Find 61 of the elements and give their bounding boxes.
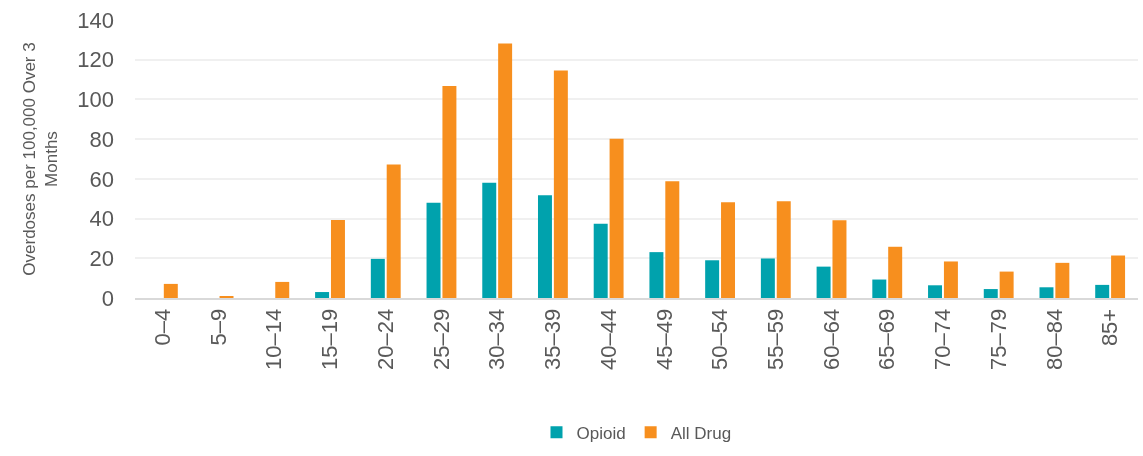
x-tick-label: 35–39	[540, 308, 566, 370]
bar	[593, 223, 608, 298]
y-tick-label: 140	[77, 7, 114, 33]
x-tick-label: 50–54	[707, 308, 733, 370]
bar	[1111, 255, 1126, 298]
x-tick-label: 20–24	[372, 308, 398, 370]
x-tick-label: 70–74	[930, 308, 956, 370]
bar	[760, 258, 775, 298]
bar	[315, 292, 330, 298]
x-tick-label: 25–29	[428, 308, 454, 370]
x-tick-label: 75–79	[985, 308, 1011, 370]
bar	[872, 279, 887, 298]
bar	[999, 271, 1014, 298]
bar	[705, 260, 720, 298]
y-tick-label: 100	[77, 87, 114, 113]
bar	[482, 182, 497, 298]
bar	[832, 220, 847, 298]
bar	[649, 252, 664, 298]
y-tick-label: 120	[77, 47, 114, 73]
y-axis-title: Overdoses per 100,000 Over 3 Months	[19, 42, 61, 276]
x-tick-label: 5–9	[205, 308, 231, 346]
bar	[386, 164, 401, 298]
bar	[776, 201, 791, 298]
bar	[1055, 262, 1070, 298]
bar	[721, 202, 736, 298]
x-tick-label: 85+	[1097, 308, 1123, 347]
bar	[498, 43, 513, 298]
bar	[943, 261, 958, 298]
y-tick-label: 60	[89, 166, 114, 192]
bar	[370, 258, 385, 298]
y-tick-label: 0	[101, 285, 114, 311]
bar	[816, 266, 831, 298]
x-tick-label: 55–59	[762, 308, 788, 370]
x-tick-label: 40–44	[595, 308, 621, 370]
bar	[1039, 287, 1054, 298]
x-tick-label: 60–64	[818, 308, 844, 370]
bar	[609, 138, 624, 298]
x-tick-label: 0–4	[150, 308, 176, 346]
x-tick-label: 30–34	[484, 308, 510, 370]
x-tick-label: 80–84	[1041, 308, 1067, 370]
bar	[330, 219, 345, 298]
bar	[983, 289, 998, 298]
y-tick-label: 40	[89, 206, 114, 232]
x-tick-label: 15–19	[317, 308, 343, 370]
y-tick-label: 20	[89, 245, 114, 271]
y-tick-label: 80	[89, 126, 114, 152]
bar	[442, 86, 457, 298]
bar	[1095, 284, 1110, 298]
bar	[928, 285, 943, 298]
bar	[553, 70, 568, 298]
bar	[275, 281, 290, 298]
x-tick-label: 10–14	[261, 308, 287, 370]
bar	[163, 283, 178, 298]
bar	[888, 246, 903, 298]
bar	[537, 195, 552, 298]
x-tick-label: 45–49	[651, 308, 677, 370]
x-tick-label: 65–69	[874, 308, 900, 370]
bar	[665, 181, 680, 298]
legend-label: All Drug	[670, 423, 732, 443]
bar	[426, 202, 441, 298]
legend-label: Opioid	[576, 423, 626, 443]
